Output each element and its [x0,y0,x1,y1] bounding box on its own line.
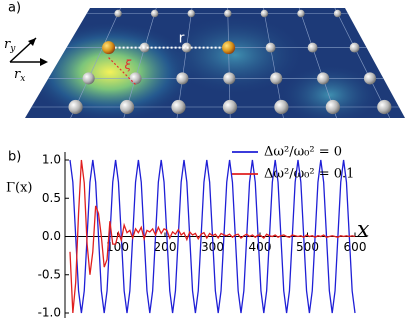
series-line [69,159,356,314]
x-tick-label: 400 [249,240,272,254]
lattice-site [187,9,195,18]
lattice-site [260,9,269,18]
arrowhead [28,38,36,46]
r-label: r [179,31,185,47]
xi-line [108,57,138,87]
y-tick-label: -0.5 [38,267,61,281]
y-axis-label: Γ(x) [6,181,33,196]
x-axis-label: x [357,218,370,243]
lattice-line [334,7,391,119]
lattice-site [307,42,318,53]
lattice-site [297,9,305,18]
lattice-site [274,99,289,115]
rx-sub: x [20,74,25,84]
lattice-site [176,72,189,85]
x-tick-label: 200 [154,240,177,254]
lattice-site [349,42,360,53]
x-tick-label: 600 [344,240,367,254]
lattice-site [82,72,95,85]
lattice-site [317,72,330,85]
lattice-line [70,7,121,119]
lattice-site [333,9,342,18]
y-tick-label: 0.5 [42,191,61,205]
lattice-line [263,7,284,119]
x-tick-label: 100 [106,240,129,254]
lattice-site [377,99,392,115]
ry-label: ry [4,37,16,54]
lattice-site [270,72,283,85]
xi-label: ξ [124,58,132,72]
legend-label: Δω²/ω₀² = 0 [264,145,342,160]
x-tick-label: 500 [296,240,319,254]
lattice-site [129,72,142,85]
legend-label: Δω²/ω₀² = 0.1 [264,167,354,182]
lattice-site [363,72,377,85]
ry-r: r [4,37,11,52]
lattice-site [114,9,122,18]
lattice-line [227,7,231,119]
lattice-site [223,72,236,85]
y-tick-label: 1.0 [42,153,61,167]
lattice-line [123,7,157,119]
ry-sub: y [9,44,16,54]
lattice-site [222,99,238,115]
lattice-site [224,9,232,18]
rx-label: rx [14,67,25,84]
panel-label: b) [8,150,21,165]
lattice-site [171,99,186,115]
lattice-site [119,99,135,115]
y-tick-label: -1.0 [38,306,61,320]
panel-label: a) [8,1,21,16]
arrowhead [40,58,48,66]
lattice-line [298,7,337,119]
series-line [69,159,356,314]
excited-site [222,41,236,55]
y-tick-label: 0.0 [42,229,61,243]
lattice-site [265,42,276,53]
lattice-site [68,99,83,115]
rx-r: r [14,67,21,82]
excited-site [102,41,116,55]
lattice-site [325,99,340,115]
lattice-site [150,9,159,18]
lattice-line [176,7,193,119]
lattice-illustration: a) ry rx rξ [4,1,405,119]
